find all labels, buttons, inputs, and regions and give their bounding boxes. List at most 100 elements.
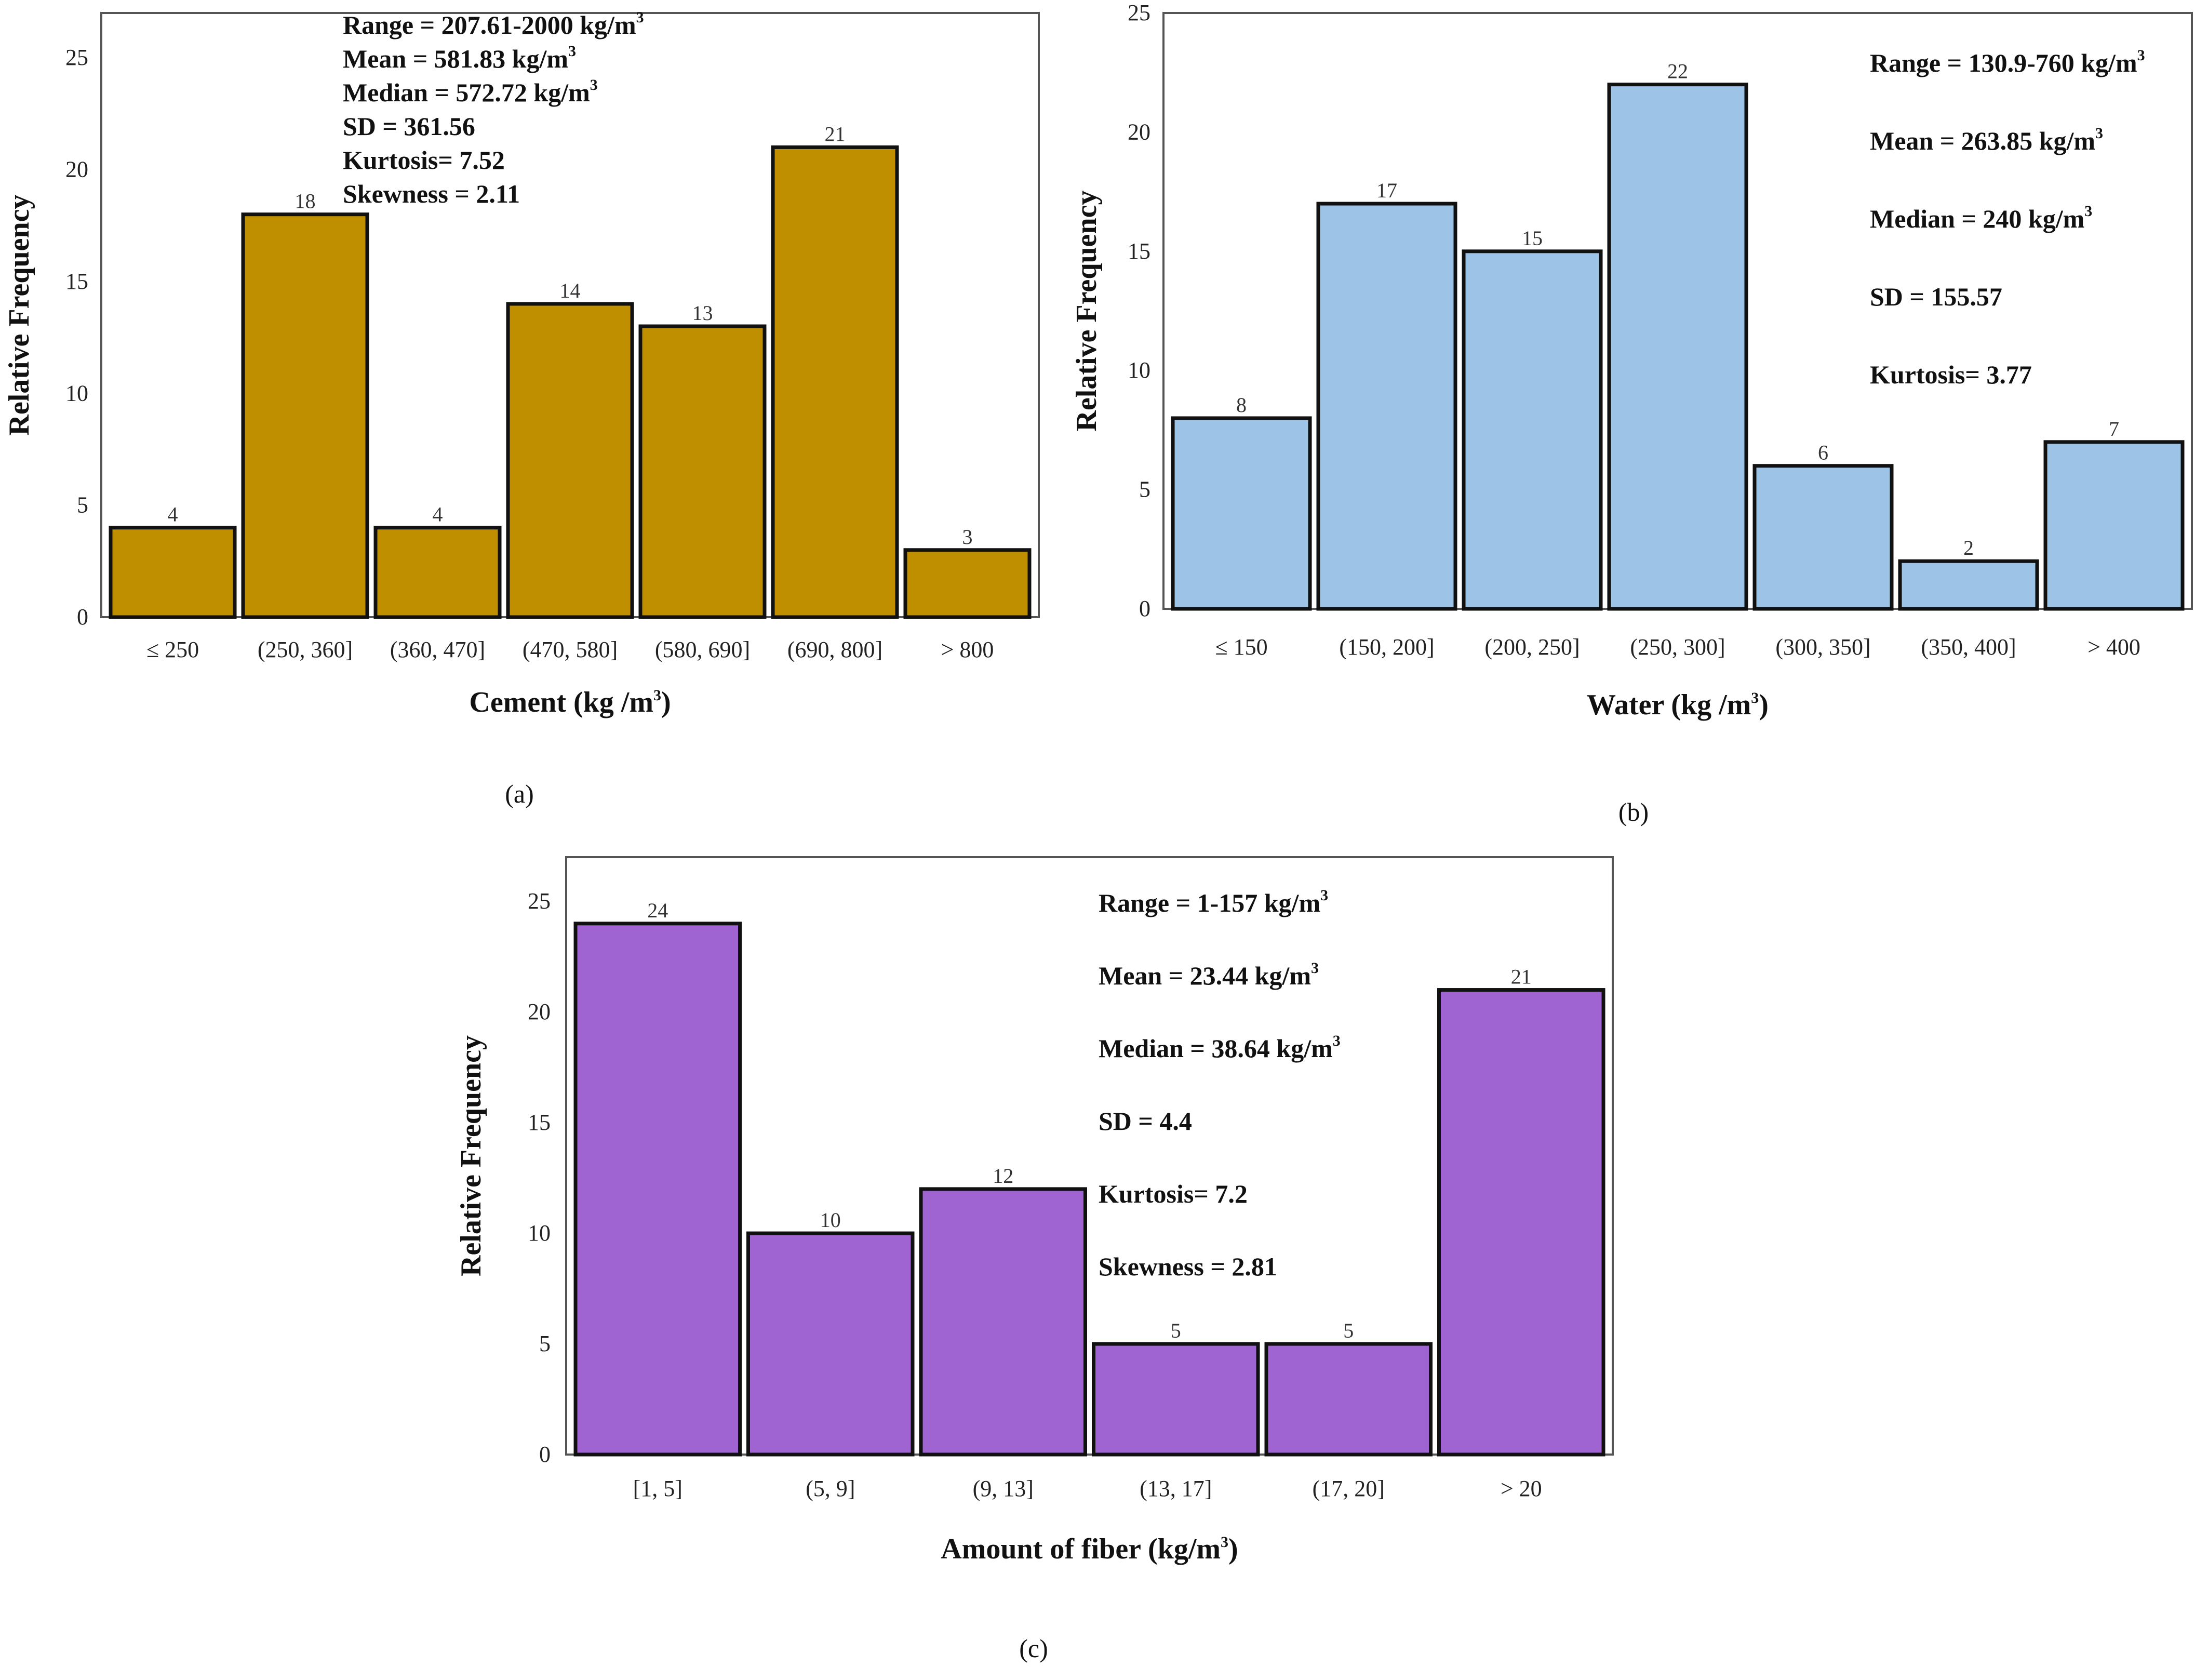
x-tick-label: (250, 300]: [1630, 634, 1725, 660]
x-axis-title: Water (kg /m3): [1587, 689, 1769, 721]
y-tick-label: 20: [65, 157, 88, 182]
y-tick-label: 0: [539, 1442, 551, 1467]
stat-annotation: Kurtosis= 3.77: [1870, 360, 2032, 389]
x-axis-title-sup: 3: [1751, 689, 1759, 706]
x-axis-title: Amount of fiber (kg/m3): [941, 1533, 1238, 1565]
stat-annotation: SD = 4.4: [1099, 1106, 1192, 1136]
x-axis-title-text: Cement (kg /m: [469, 686, 653, 718]
y-tick-label: 25: [65, 45, 88, 70]
x-tick-label: (580, 690]: [655, 637, 750, 662]
x-axis-title-text: Amount of fiber (kg/m: [941, 1533, 1221, 1565]
stat-sup: 3: [1320, 887, 1328, 904]
x-axis-title-end: ): [661, 686, 671, 718]
stat-sup: 3: [568, 43, 576, 60]
panel-label: (b): [1618, 797, 1649, 826]
bar-value-label: 2: [1963, 536, 1974, 559]
x-tick-label: (150, 200]: [1339, 634, 1434, 660]
y-tick-label: 5: [1139, 477, 1150, 502]
bar: [1264, 1342, 1433, 1457]
x-axis-title: Cement (kg /m3): [469, 686, 671, 718]
chart-panel-2: 0 5 10 15 20 25 8 ≤ 150 17 (150, 200] 15 (200, 250]…: [1070, 0, 2193, 826]
y-tick-label: 10: [528, 1220, 551, 1246]
bar: [1752, 464, 1894, 611]
bar: [573, 922, 742, 1457]
bar-value-label: 6: [1818, 441, 1828, 464]
stat-annotation: SD = 155.57: [1870, 282, 2002, 311]
bar-value-label: 4: [433, 503, 443, 526]
x-tick-label: (5, 9]: [806, 1476, 855, 1501]
bar: [1171, 416, 1312, 611]
bar: [1898, 559, 2039, 611]
stat-sup: 3: [2084, 203, 2092, 220]
stat-text: Median = 240 kg/m: [1870, 204, 2084, 233]
stat-annotation: SD = 361.56: [343, 112, 475, 141]
bar-value-label: 5: [1171, 1319, 1181, 1342]
x-tick-label: (17, 20]: [1313, 1476, 1385, 1501]
x-tick-label: [1, 5]: [633, 1476, 683, 1501]
bar-value-label: 21: [1511, 965, 1532, 989]
x-tick-label: (470, 580]: [523, 637, 618, 662]
bar-value-label: 8: [1236, 393, 1247, 417]
panel-label: (a): [505, 779, 534, 808]
stat-annotation: Median = 572.72 kg/m3: [343, 76, 598, 107]
x-tick-label: > 20: [1501, 1476, 1542, 1501]
plot-frame: [565, 856, 1614, 1456]
bar: [919, 1187, 1087, 1457]
bar-value-label: 14: [560, 279, 581, 302]
bar-value-label: 7: [2109, 417, 2119, 441]
bar-value-label: 3: [962, 525, 973, 549]
stat-sup: 3: [2137, 47, 2145, 64]
x-tick-label: > 400: [2087, 634, 2140, 660]
x-tick-label: ≤ 150: [1215, 634, 1267, 660]
y-tick-label: 10: [65, 380, 88, 406]
stat-sup: 3: [2095, 125, 2103, 142]
bar-value-label: 10: [820, 1208, 841, 1232]
stat-annotation: Skewness = 2.11: [343, 179, 520, 208]
x-tick-label: (360, 470]: [390, 637, 485, 662]
stat-text: Range = 207.61-2000 kg/m: [343, 10, 636, 39]
y-tick-label: 0: [1139, 596, 1150, 621]
y-tick-label: 25: [528, 888, 551, 914]
bar-value-label: 12: [993, 1164, 1013, 1188]
bar-value-label: 15: [1522, 226, 1543, 250]
bar: [1607, 83, 1748, 611]
stat-text: Range = 130.9-760 kg/m: [1870, 48, 2137, 77]
x-axis-title-sup: 3: [653, 687, 661, 704]
bar: [1092, 1342, 1260, 1457]
stat-sup: 3: [1311, 959, 1319, 977]
x-axis-title-end: ): [1228, 1533, 1238, 1565]
x-tick-label: > 800: [941, 637, 994, 662]
stat-text: Median = 572.72 kg/m: [343, 78, 590, 107]
stat-annotation: Range = 1-157 kg/m3: [1099, 887, 1328, 917]
stat-sup: 3: [636, 9, 644, 26]
x-axis-title-sup: 3: [1221, 1534, 1228, 1551]
stat-text: Skewness = 2.81: [1099, 1252, 1277, 1281]
x-tick-label: (250, 360]: [258, 637, 353, 662]
bar: [506, 302, 634, 619]
stat-text: Mean = 263.85 kg/m: [1870, 126, 2095, 155]
stat-annotation: Range = 130.9-760 kg/m3: [1870, 47, 2145, 77]
y-tick-label: 15: [528, 1110, 551, 1135]
y-tick-label: 15: [65, 269, 88, 294]
y-tick-label: 10: [1128, 357, 1150, 383]
bar-value-label: 21: [825, 122, 846, 145]
stat-annotation: Median = 240 kg/m3: [1870, 203, 2092, 233]
stat-text: Kurtosis= 7.2: [1099, 1179, 1248, 1208]
stat-text: Mean = 23.44 kg/m: [1099, 961, 1311, 990]
y-axis-title: Relative Frequency: [1070, 191, 1103, 432]
bar: [109, 526, 237, 619]
bar: [373, 526, 502, 619]
stat-annotation: Kurtosis= 7.2: [1099, 1179, 1248, 1208]
x-tick-label: (350, 400]: [1921, 634, 2016, 660]
stat-text: Skewness = 2.11: [343, 179, 520, 208]
y-axis-title: Relative Frequency: [3, 195, 35, 436]
stat-text: Range = 1-157 kg/m: [1099, 888, 1320, 917]
panel-label: (c): [1019, 1634, 1048, 1663]
chart-panel-3: 0 5 10 15 20 25 24 [1, 5] 10 (5, 9] 12 (9, 13] 5 (13,…: [455, 856, 1614, 1663]
bar-value-label: 13: [692, 301, 713, 325]
bar: [2043, 440, 2185, 611]
x-axis-title-end: ): [1759, 689, 1769, 721]
stat-text: SD = 361.56: [343, 112, 475, 141]
stat-annotation: Kurtosis= 7.52: [343, 145, 505, 175]
